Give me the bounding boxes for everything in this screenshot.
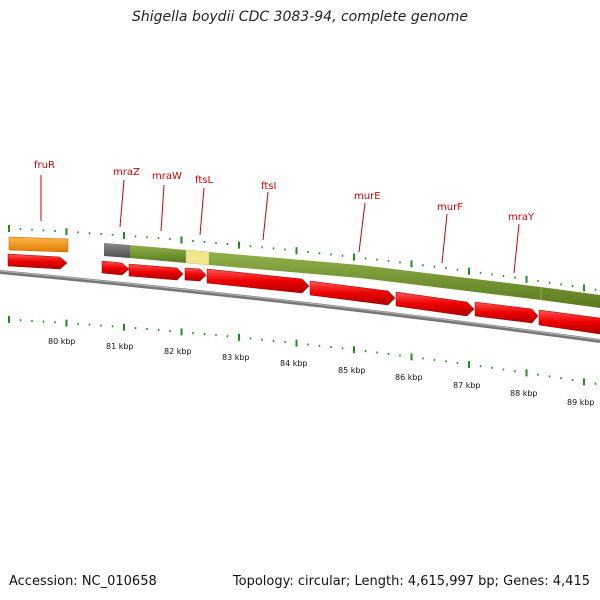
operon-pale-segment [185,249,210,266]
genome-title: Shigella boydii CDC 3083-94, complete ge… [131,9,469,25]
cds-arrow-murF [395,291,475,317]
cds-arrows [7,253,600,335]
kbp-label-89: 89 kbp [567,398,595,407]
accession-text: Accession: NC_010658 [9,574,157,589]
cds-arrow-murE [309,280,396,306]
cds-arrow-ftsI [206,268,310,294]
gene-label-mraY: mraY [508,212,535,223]
cds-arrow-next [538,309,600,335]
kbp-label-87: 87 kbp [453,381,481,390]
gene-label-mraZ: mraZ [113,167,140,178]
cds-arrow-mraZ [101,260,130,276]
operon-gray-segment [104,243,130,258]
gene-label-mraW: mraW [152,171,182,182]
kbp-label-88: 88 kbp [510,389,538,398]
kbp-label-80: 80 kbp [48,337,76,346]
fruR-regulator-bar [8,236,69,253]
kbp-label-86: 86 kbp [395,373,423,382]
upper-tick-row [8,225,597,292]
genome-backbone [0,270,600,343]
gene-labels: fruR mraZ mraW ftsL ftsI murE murF mraY [34,160,535,223]
cds-arrow-mraY [474,301,539,324]
operon-green-segment-2 [209,252,600,308]
topology-text: Topology: circular; Length: 4,615,997 bp… [232,574,590,589]
gene-label-murE: murE [354,191,381,202]
kbp-label-81: 81 kbp [106,342,134,351]
cds-arrow-ftsL [184,267,207,282]
gene-label-murF: murF [437,202,463,213]
kbp-label-83: 83 kbp [222,353,250,362]
gene-label-ftsI: ftsI [261,181,276,192]
kbp-label-85: 85 kbp [338,366,366,375]
operon-green-segment-1 [130,245,186,263]
cds-arrow-fruR [7,253,68,270]
kbp-label-82: 82 kbp [164,347,192,356]
kbp-labels: 80 kbp 81 kbp 82 kbp 83 kbp 84 kbp 85 kb… [48,337,595,407]
gene-label-fruR: fruR [34,160,55,171]
gene-label-lines [40,175,520,274]
gene-label-ftsL: ftsL [195,175,213,186]
cds-arrow-mraW [128,263,184,281]
lower-tick-row [8,316,597,386]
kbp-label-84: 84 kbp [280,359,308,368]
backbone-highlight [0,270,600,341]
